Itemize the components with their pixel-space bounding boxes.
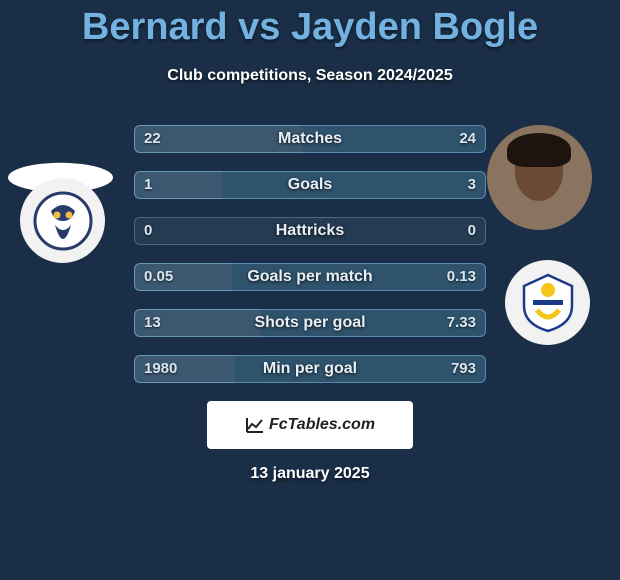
stat-label: Shots per goal — [134, 309, 486, 337]
owl-badge-icon — [33, 191, 93, 251]
player-right-avatar — [487, 125, 592, 230]
stat-value-right: 7.33 — [447, 309, 476, 337]
stat-value-right: 793 — [451, 355, 476, 383]
stat-label: Matches — [134, 125, 486, 153]
stat-label: Goals — [134, 171, 486, 199]
club-left-badge — [20, 178, 105, 263]
page-title: Bernard vs Jayden Bogle — [0, 0, 620, 49]
leeds-badge-icon — [517, 272, 579, 334]
stat-row: 1980Min per goal793 — [134, 355, 486, 383]
subtitle: Club competitions, Season 2024/2025 — [0, 67, 620, 85]
stat-value-right: 3 — [468, 171, 476, 199]
stat-label: Min per goal — [134, 355, 486, 383]
club-right-badge — [505, 260, 590, 345]
stat-row: 0Hattricks0 — [134, 217, 486, 245]
stat-value-right: 0.13 — [447, 263, 476, 291]
stat-row: 0.05Goals per match0.13 — [134, 263, 486, 291]
stat-row: 22Matches24 — [134, 125, 486, 153]
stat-label: Hattricks — [134, 217, 486, 245]
stat-row: 13Shots per goal7.33 — [134, 309, 486, 337]
stat-value-right: 0 — [468, 217, 476, 245]
chart-icon — [245, 416, 265, 434]
stat-value-right: 24 — [459, 125, 476, 153]
stat-label: Goals per match — [134, 263, 486, 291]
credit-text: FcTables.com — [269, 416, 375, 434]
stat-row: 1Goals3 — [134, 171, 486, 199]
credit-badge: FcTables.com — [207, 401, 413, 449]
date-text: 13 january 2025 — [0, 465, 620, 483]
